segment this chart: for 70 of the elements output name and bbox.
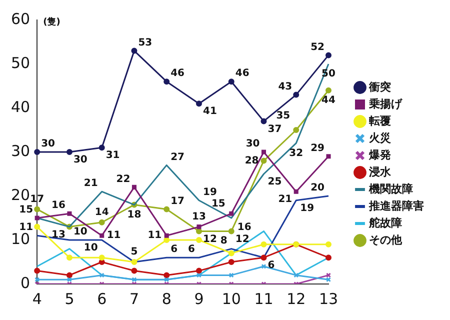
data-label: 20 xyxy=(310,182,325,194)
x-tick-label: 7 xyxy=(129,290,139,308)
data-label: 31 xyxy=(106,150,120,162)
data-label: 6 xyxy=(170,244,178,256)
data-label: 28 xyxy=(244,155,259,166)
data-label: 19 xyxy=(300,202,314,214)
legend-label: 火災 xyxy=(369,131,391,144)
data-label: 13 xyxy=(52,229,66,240)
legend-label: 爆発 xyxy=(368,148,392,162)
x-tick-label: 11 xyxy=(254,290,274,308)
legend-label: 浸水 xyxy=(368,165,392,178)
x-tick-label: 13 xyxy=(318,290,338,308)
y-tick-label: 30 xyxy=(10,142,30,160)
x-tick-label: 10 xyxy=(222,290,241,308)
data-label: 41 xyxy=(202,106,217,118)
y-tick-label: 0 xyxy=(20,274,30,292)
data-label: 15 xyxy=(19,204,34,216)
x-tick-label: 5 xyxy=(64,290,74,308)
legend-label: 推進器障害 xyxy=(368,199,424,212)
data-label: 8 xyxy=(220,235,228,246)
x-tick-label: 9 xyxy=(194,290,204,308)
data-label: 13 xyxy=(192,211,206,222)
data-label: 37 xyxy=(268,124,282,135)
data-label: 5 xyxy=(130,246,138,258)
y-tick-label: 60 xyxy=(10,10,30,28)
data-label: 11 xyxy=(106,230,121,242)
data-label: 11 xyxy=(148,230,162,242)
data-label: 18 xyxy=(127,209,142,220)
data-label: 22 xyxy=(116,174,130,185)
legend-label: 舵故障 xyxy=(368,216,402,230)
data-label: 19 xyxy=(202,186,217,198)
y-axis-title: (隻) xyxy=(43,16,60,28)
y-tick-label: 40 xyxy=(10,98,30,116)
data-label: 30 xyxy=(41,138,56,150)
y-tick-label: 50 xyxy=(10,54,30,72)
data-label: 6 xyxy=(188,244,196,256)
data-label: 25 xyxy=(268,176,282,188)
x-tick-label: 4 xyxy=(32,290,42,308)
data-label: 29 xyxy=(310,142,325,154)
data-label: 46 xyxy=(170,68,185,80)
data-label: 53 xyxy=(138,37,152,48)
data-label: 14 xyxy=(94,206,109,218)
x-tick-label: 8 xyxy=(162,290,172,308)
y-tick-label: 20 xyxy=(10,186,30,204)
data-label: 21 xyxy=(278,194,292,206)
data-label: 44 xyxy=(322,94,336,106)
data-label: 15 xyxy=(211,198,226,210)
data-label: 12 xyxy=(202,234,217,245)
data-label: 43 xyxy=(278,81,292,92)
data-label: 10 xyxy=(73,226,88,238)
data-label: 46 xyxy=(235,68,250,80)
data-label: 12 xyxy=(235,234,250,245)
legend-label: 衝突 xyxy=(368,80,391,94)
data-label: 16 xyxy=(52,200,66,212)
data-label: 35 xyxy=(276,110,290,122)
data-label: 17 xyxy=(170,196,185,207)
data-label: 30 xyxy=(246,138,260,150)
x-tick-label: 6 xyxy=(97,290,107,308)
legend-label: 乗揚げ xyxy=(368,97,403,110)
data-label: 16 xyxy=(237,222,252,234)
legend-label: 転覆 xyxy=(368,114,391,128)
x-tick-label: 12 xyxy=(286,290,306,308)
data-label: 30 xyxy=(73,154,88,166)
data-label: 27 xyxy=(170,152,185,163)
legend-label: 機関故障 xyxy=(368,182,413,196)
data-label: 32 xyxy=(289,148,304,159)
data-label: 21 xyxy=(84,178,98,190)
data-label: 10 xyxy=(84,242,98,254)
legend-label: その他 xyxy=(369,233,403,246)
data-label: 52 xyxy=(310,42,325,53)
